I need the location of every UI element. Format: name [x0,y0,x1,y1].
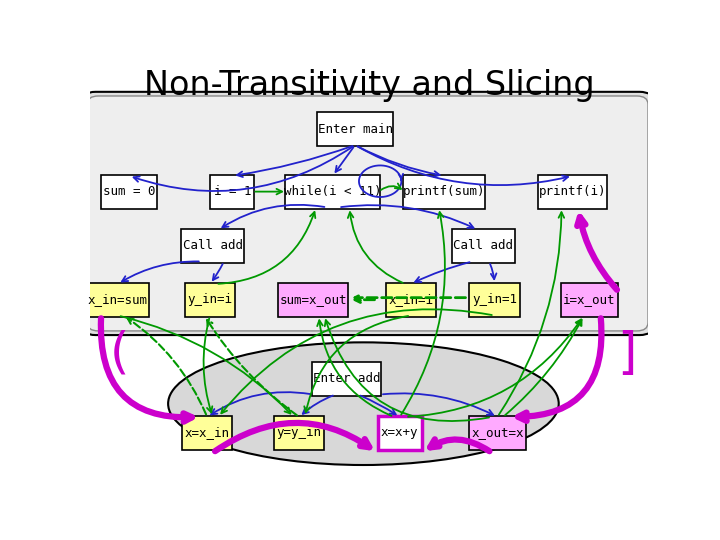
Text: printf(sum): printf(sum) [403,185,485,198]
FancyBboxPatch shape [452,228,515,263]
FancyBboxPatch shape [378,416,422,450]
Text: (: ( [109,330,129,378]
Text: i = 1: i = 1 [214,185,251,198]
Text: ]: ] [617,330,636,378]
FancyBboxPatch shape [101,174,158,208]
FancyBboxPatch shape [182,416,233,450]
FancyBboxPatch shape [561,282,618,317]
Text: while(i < 11): while(i < 11) [284,185,382,198]
Text: x_in=i: x_in=i [388,293,433,306]
Text: y=y_in: y=y_in [276,426,322,439]
FancyBboxPatch shape [181,228,244,263]
Text: Enter add: Enter add [313,372,380,385]
FancyBboxPatch shape [285,174,380,208]
FancyBboxPatch shape [185,282,235,317]
Text: y_in=i: y_in=i [187,293,233,306]
Text: sum = 0: sum = 0 [103,185,156,198]
FancyBboxPatch shape [86,282,150,317]
FancyBboxPatch shape [386,282,436,317]
Text: sum=x_out: sum=x_out [279,293,347,306]
FancyBboxPatch shape [469,416,526,450]
Text: Call add: Call add [454,239,513,252]
FancyBboxPatch shape [87,96,648,331]
Text: printf(i): printf(i) [539,185,606,198]
Text: x=x_in: x=x_in [184,426,230,439]
FancyBboxPatch shape [317,112,393,146]
Text: i=x_out: i=x_out [563,293,616,306]
Text: y_in=1: y_in=1 [472,293,517,306]
FancyBboxPatch shape [312,362,382,396]
Text: Non-Transitivity and Slicing: Non-Transitivity and Slicing [144,69,594,102]
Text: x=x+y: x=x+y [381,426,418,439]
FancyBboxPatch shape [403,174,485,208]
FancyBboxPatch shape [538,174,608,208]
FancyBboxPatch shape [279,282,348,317]
FancyBboxPatch shape [210,174,254,208]
Text: x_in=sum: x_in=sum [88,293,148,306]
Text: x_out=x: x_out=x [471,426,523,439]
FancyBboxPatch shape [274,416,324,450]
Text: Call add: Call add [183,239,243,252]
FancyBboxPatch shape [81,92,654,335]
FancyBboxPatch shape [469,282,520,317]
Text: Enter main: Enter main [318,123,392,136]
Ellipse shape [168,342,559,465]
